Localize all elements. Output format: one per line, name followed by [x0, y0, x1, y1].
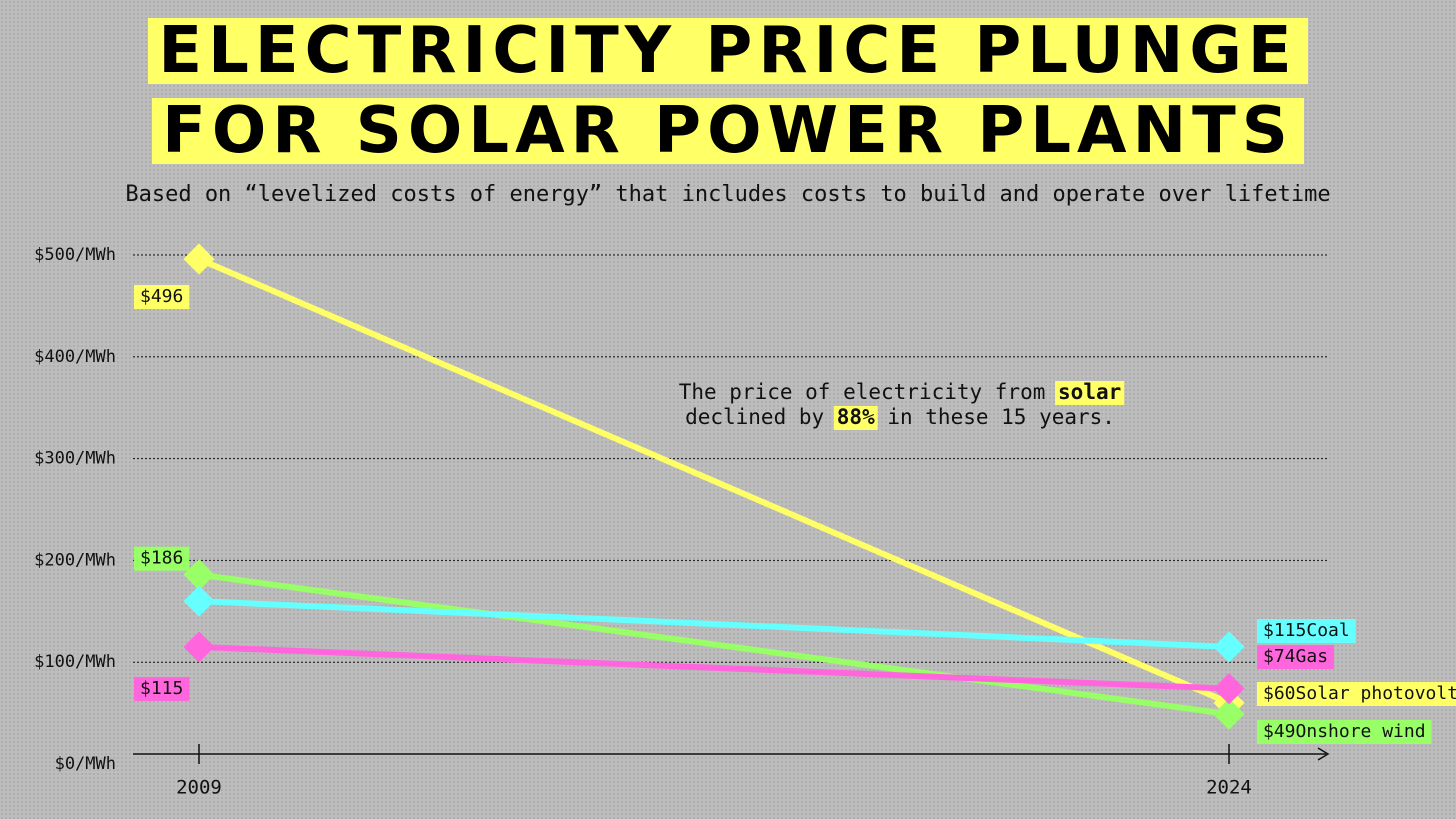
y-tick-label: $300/MWh — [34, 449, 116, 469]
annotation-part: solar — [1058, 380, 1121, 404]
subtitle: Based on “levelized costs of energy” tha… — [125, 182, 1330, 207]
series-line — [198, 571, 1230, 718]
legend-name: Solar photovoltaic — [1296, 683, 1456, 704]
label-bg — [134, 546, 190, 571]
label-value: $186 — [140, 548, 183, 569]
label-text: $186 — [140, 548, 183, 569]
legend-name: Gas — [1296, 646, 1329, 667]
axis-arrow — [1317, 747, 1330, 761]
label-text: $49Onshore wind — [1263, 721, 1426, 742]
point-marker — [183, 631, 215, 663]
label-text: $115Coal — [1263, 620, 1350, 641]
label-bg — [134, 676, 190, 701]
annotation-part: declined by — [685, 405, 837, 429]
label-value: $496 — [140, 286, 183, 307]
annotation-line: declined by 88% in these 15 years. — [685, 405, 1115, 429]
point-marker — [183, 585, 215, 617]
label-bg — [1257, 682, 1456, 706]
label-value: $49 — [1263, 721, 1296, 742]
annotation-line: The price of electricity from solar — [679, 380, 1122, 404]
label-text: $74Gas — [1263, 646, 1328, 667]
annotation-part: in these 15 years. — [875, 405, 1115, 429]
series-line — [198, 643, 1230, 692]
point-marker — [183, 243, 215, 275]
y-tick-label: $500/MWh — [34, 245, 116, 265]
label-value: $60 — [1263, 683, 1296, 704]
value-label: $115 — [134, 676, 190, 701]
series-line — [197, 256, 1231, 706]
label-text: $115 — [140, 678, 183, 699]
point-marker — [1213, 631, 1245, 663]
highlight — [833, 406, 878, 430]
label-value: $115 — [140, 678, 183, 699]
annotation-part: The price of electricity from — [679, 380, 1058, 404]
value-label: $115Coal — [1257, 619, 1356, 643]
annotation-part: 88% — [837, 405, 875, 429]
label-bg — [1257, 645, 1335, 669]
value-label: $186 — [134, 546, 190, 571]
value-label: $74Gas — [1257, 645, 1335, 669]
x-tick-label: 2024 — [1206, 777, 1252, 799]
legend-name: Onshore wind — [1296, 721, 1426, 742]
title: ELECTRICITY PRICE PLUNGE FOR SOLAR POWER… — [0, 18, 1456, 178]
label-text: $60Solar photovoltaic — [1263, 683, 1456, 704]
label-bg — [1257, 720, 1432, 744]
highlight — [1055, 381, 1125, 405]
legend-name: Coal — [1306, 620, 1349, 641]
series-line — [198, 598, 1230, 650]
title-text: FOR SOLAR POWER PLANTS — [152, 98, 1304, 164]
value-label: $496 — [134, 285, 190, 310]
y-tick-label: $100/MWh — [34, 652, 116, 672]
x-tick-label: 2009 — [176, 777, 222, 799]
label-text: $496 — [140, 286, 183, 307]
y-tick-label: $200/MWh — [34, 550, 116, 570]
label-bg — [1257, 619, 1356, 643]
value-label: $60Solar photovoltaic — [1257, 682, 1456, 706]
title-line: ELECTRICITY PRICE PLUNGE — [0, 18, 1456, 84]
label-value: $115 — [1263, 620, 1306, 641]
title-text: ELECTRICITY PRICE PLUNGE — [148, 18, 1308, 84]
y-tick-label: $400/MWh — [34, 347, 116, 367]
label-value: $74 — [1263, 646, 1296, 667]
y-tick-label: $0/MWh — [55, 754, 116, 774]
label-bg — [134, 285, 190, 310]
title-line: FOR SOLAR POWER PLANTS — [0, 98, 1456, 164]
value-label: $49Onshore wind — [1257, 720, 1432, 744]
